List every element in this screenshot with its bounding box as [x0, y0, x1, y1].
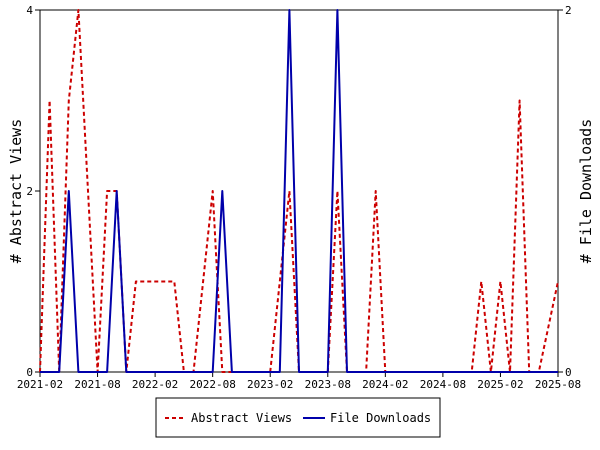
x-axis: 2021-02 2021-08 2022-02 2022-08 2023-02 2023-…	[17, 372, 581, 391]
x-tick-label: 2025-02	[477, 378, 523, 391]
legend: Abstract Views File Downloads	[155, 397, 441, 438]
x-tick-label: 2023-08	[305, 378, 351, 391]
y-left-tick-label: 2	[26, 185, 33, 198]
x-tick-label: 2022-02	[132, 378, 178, 391]
y-left-tick-label: 0	[26, 366, 33, 379]
x-tick-label: 2023-02	[247, 378, 293, 391]
x-tick-label: 2021-02	[17, 378, 63, 391]
y-left-tick-label: 4	[26, 4, 33, 17]
y-right-tick-label: 0	[565, 366, 572, 379]
right-y-axis: 02	[558, 4, 572, 379]
y-right-tick-label: 2	[565, 4, 572, 17]
left-y-axis: 0 2 4	[26, 4, 40, 379]
x-tick-label: 2022-08	[189, 378, 235, 391]
series-line-file-downloads	[40, 9, 558, 373]
x-tick-label: 2021-08	[74, 378, 120, 391]
series-layer	[39, 9, 559, 373]
x-tick-label: 2024-02	[362, 378, 408, 391]
legend-label-abstract-views: Abstract Views	[191, 411, 292, 425]
x-tick-label: 2024-08	[420, 378, 466, 391]
x-tick-label: 2025-08	[535, 378, 581, 391]
left-y-axis-title: # Abstract Views	[7, 119, 25, 264]
legend-label-file-downloads: File Downloads	[330, 411, 431, 425]
legend-box	[155, 397, 441, 438]
right-y-axis-title: # File Downloads	[577, 119, 595, 264]
